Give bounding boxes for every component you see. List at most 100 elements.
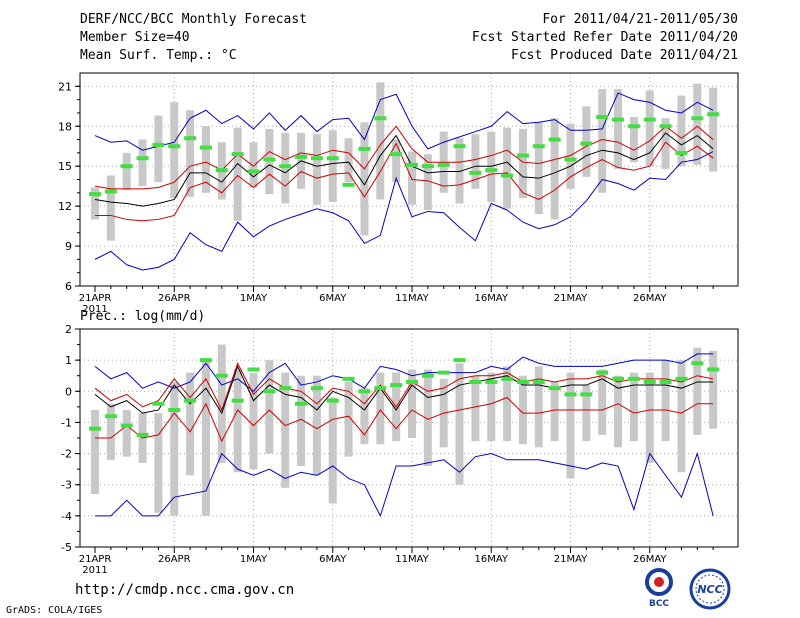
chart2-x-tick-label: 26MAY (633, 554, 667, 565)
chart1-y-tick-label: 12 (58, 200, 72, 213)
header-produced-date: Fcst Produced Date 2011/04/21 (511, 48, 738, 63)
ncc-logo-text: NCC (697, 583, 722, 596)
chart2-x-tick-label: 26APR (158, 554, 191, 565)
chart2-range-box (503, 366, 512, 442)
chart1-range-box (154, 115, 163, 183)
chart2-median-marker (152, 401, 165, 406)
ncc-logo: NCC (686, 568, 734, 610)
chart2-median-marker (627, 376, 640, 381)
chart1-median-marker (136, 156, 149, 161)
chart2-median-marker (136, 432, 149, 437)
chart2-range-box (661, 360, 670, 442)
chart1-y-tick-label: 6 (65, 280, 72, 293)
header-variable: Mean Surf. Temp.: °C (80, 48, 237, 63)
chart2-y-tick-label: 0 (65, 385, 72, 398)
chart1-range-box (328, 130, 337, 203)
chart2-y-tick-label: -2 (61, 448, 72, 461)
chart1-median-marker (564, 157, 577, 162)
chart2-median-marker (548, 386, 561, 391)
chart1-year-label: 2011 (82, 304, 107, 315)
chart1-range-box (471, 134, 480, 189)
chart2-median-marker (691, 361, 704, 366)
chart2-range-box (106, 403, 115, 460)
chart1-x-tick-label: 1MAY (240, 293, 268, 304)
chart1-range-box (392, 139, 401, 183)
chart2-median-marker (120, 423, 133, 428)
chart2-median-marker (342, 376, 355, 381)
chart2-range-box (677, 360, 686, 473)
chart1-median-marker (279, 164, 292, 169)
chart1-range-box (312, 134, 321, 205)
chart2-range-box (408, 369, 416, 438)
chart1-median-marker (612, 117, 625, 122)
chart1-median-marker (342, 182, 355, 187)
chart1-range-box (170, 102, 179, 199)
chart2-range-box (629, 372, 638, 442)
chart2-range-box (344, 381, 353, 457)
chart2-spread-upper-line (94, 361, 714, 412)
chart2-range-box (217, 344, 226, 463)
chart2-x-tick-label: 16MAY (474, 554, 508, 565)
chart2-range-box (201, 360, 210, 516)
chart1-median-marker (184, 136, 197, 141)
chart1-range-box (566, 123, 575, 189)
chart1-median-marker (675, 150, 688, 155)
chart2-median-marker (406, 379, 418, 384)
chart1-median-marker (247, 169, 260, 174)
chart2-x-tick-label: 21MAY (554, 554, 588, 565)
chart2-x-tick-label: 11MAY (395, 554, 429, 565)
chart1-median-marker (691, 116, 704, 121)
chart1-range-box (201, 126, 210, 193)
chart2-range-box (709, 350, 718, 429)
chart2-title: Prec.: log(mm/d) (80, 309, 206, 324)
chart2-range-box (297, 375, 306, 467)
chart2-median-marker (310, 386, 323, 391)
chart2-median-marker (263, 389, 276, 394)
chart2-mean-line (94, 365, 714, 415)
chart1-range-box (249, 142, 258, 188)
chart1-median-marker (168, 144, 181, 149)
chart2-median-marker (168, 407, 181, 412)
chart2-median-marker (104, 414, 117, 419)
chart1-median-marker (152, 142, 165, 147)
chart2-median-marker (279, 386, 292, 391)
chart2-median-marker (358, 389, 371, 394)
chart1-median-marker (659, 124, 672, 129)
chart1-median-marker (374, 116, 387, 121)
chart1-median-marker (406, 162, 418, 167)
chart1-median-marker (390, 152, 403, 157)
chart2-range-box (360, 388, 369, 445)
chart2-median-marker (516, 379, 529, 384)
chart2-y-tick-label: 1 (65, 354, 72, 367)
chart1-range-box (408, 151, 416, 205)
chart1-x-tick-label: 16MAY (474, 293, 508, 304)
chart1-range-box (709, 87, 718, 172)
header-period: For 2011/04/21-2011/05/30 (542, 12, 738, 27)
chart2-median-marker (326, 398, 339, 403)
chart2-median-marker (231, 398, 244, 403)
chart1-range-box (677, 95, 686, 167)
chart1-spread-upper-line (94, 125, 714, 190)
chart1-y-tick-label: 21 (58, 80, 72, 93)
chart1-median-marker (215, 168, 228, 173)
chart1-median-marker (532, 144, 545, 149)
chart2-y-tick-label: -4 (61, 510, 72, 523)
chart2-median-marker (374, 386, 387, 391)
chart1-median-marker (120, 164, 133, 169)
chart1-range-box (503, 127, 512, 209)
chart1-x-tick-label: 11MAY (395, 293, 429, 304)
chart1-range-box (122, 152, 131, 191)
chart2-range-box (249, 372, 258, 470)
chart2-year-label: 2011 (82, 565, 107, 576)
chart1-median-marker (501, 173, 514, 178)
chart2-median-marker (675, 376, 688, 381)
chart2-median-marker (89, 426, 101, 431)
chart1-median-marker (358, 146, 371, 151)
chart1-y-tick-label: 9 (65, 240, 72, 253)
chart1-range-box (186, 110, 195, 197)
chart2-range-box (614, 375, 623, 448)
chart2-range-box (122, 409, 131, 457)
chart2-range-box (91, 409, 99, 495)
chart2-range-box (487, 372, 496, 442)
chart2-median-marker (184, 398, 197, 403)
